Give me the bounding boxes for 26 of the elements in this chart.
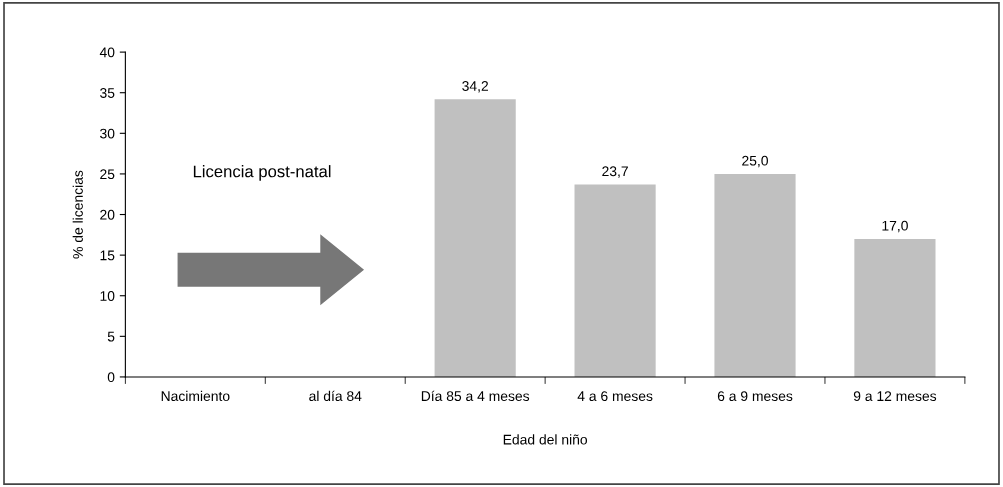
x-tick-label: Día 85 a 4 meses: [421, 390, 530, 402]
bar: [854, 238, 936, 377]
x-tick-label: 4 a 6 meses: [577, 391, 653, 402]
y-tick-label: 5: [107, 331, 115, 342]
y-tick-label: 30: [100, 128, 115, 139]
bar: [714, 173, 796, 377]
data-label: 25,0: [742, 155, 768, 168]
x-tick-label: 9 a 12 meses: [853, 391, 937, 402]
bar: [574, 184, 656, 377]
annotation: Licencia post-natal: [193, 165, 331, 181]
x-tick-label: 6 a 9 meses: [717, 391, 793, 402]
x-axis-title: Edad del niño: [503, 434, 588, 445]
y-axis-title: % de licencias: [72, 170, 83, 259]
data-label: 17,0: [882, 220, 908, 233]
x-tick-label: al día 84: [309, 390, 362, 402]
y-tick-label: 25: [100, 169, 115, 180]
y-tick-label: 35: [100, 88, 115, 98]
y-tick-label: 20: [100, 209, 115, 220]
bar: [434, 99, 516, 377]
y-tick-label: 0: [107, 372, 115, 383]
y-tick-label: 40: [99, 47, 115, 58]
x-tick-label: Nacimiento: [161, 390, 230, 402]
y-tick-label: 10: [100, 291, 115, 301]
data-label: 34,2: [462, 81, 488, 93]
y-tick-label: 15: [100, 250, 115, 261]
data-label: 23,7: [602, 166, 628, 178]
